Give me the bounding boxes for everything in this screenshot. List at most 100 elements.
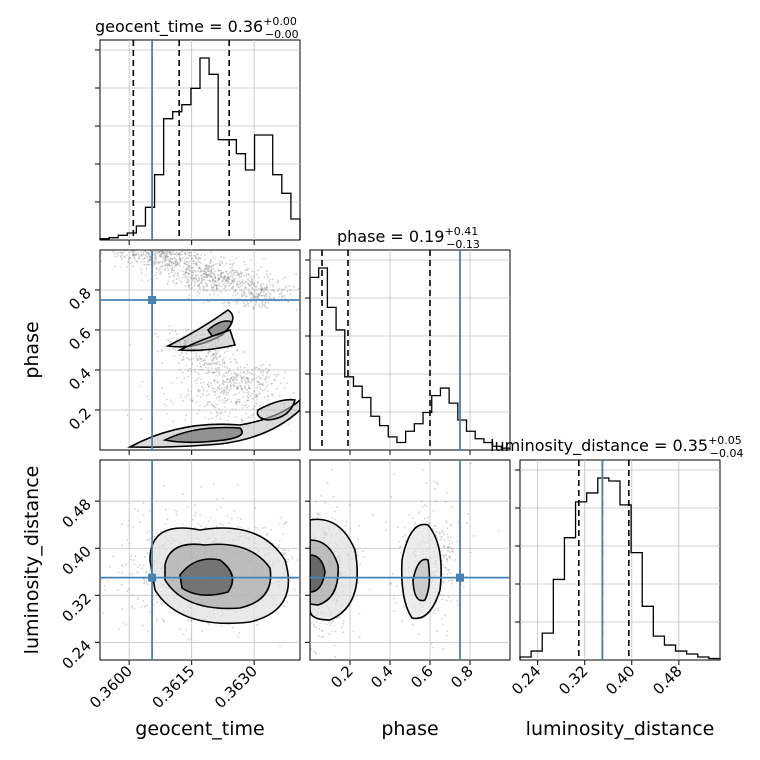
sample-point <box>261 304 264 306</box>
sample-point <box>189 269 191 272</box>
sample-point <box>188 294 191 296</box>
sample-point <box>253 373 256 376</box>
sample-point <box>223 362 226 365</box>
sample-point <box>215 374 218 377</box>
sample-point <box>217 278 220 281</box>
sample-point <box>153 274 156 276</box>
sample-point <box>236 387 238 390</box>
sample-point <box>199 357 202 360</box>
ytick-label-phase-0: 0.2 <box>65 404 95 434</box>
contour-p10-1 <box>162 426 243 444</box>
sample-point <box>251 293 254 296</box>
sample-point <box>184 251 187 254</box>
sample-point <box>243 370 246 373</box>
sample-point <box>439 594 442 596</box>
sample-point <box>166 283 169 286</box>
sample-point <box>198 368 201 371</box>
sample-point <box>242 378 245 380</box>
sample-point <box>196 270 199 273</box>
xtick-label-luminosity_distance-0: 0.24 <box>508 662 544 698</box>
sample-point <box>239 518 242 520</box>
hist-panel-geocent_time <box>99 39 301 241</box>
sample-point <box>451 541 454 544</box>
sample-point <box>201 277 204 280</box>
sample-point <box>259 387 262 390</box>
sample-point <box>224 279 227 282</box>
sample-point <box>247 377 250 379</box>
sample-point <box>130 555 133 557</box>
sample-point <box>123 250 126 252</box>
sample-point <box>258 287 260 290</box>
scatter-panel-phase-vs-geocent_time <box>99 249 301 451</box>
sample-point <box>205 288 207 291</box>
sample-point <box>149 255 152 258</box>
sample-point <box>172 246 174 248</box>
sample-point <box>207 372 210 374</box>
sample-point <box>318 299 320 301</box>
sample-point <box>212 390 214 392</box>
sample-point <box>206 285 209 288</box>
sample-point <box>241 380 244 383</box>
sample-point <box>209 262 212 264</box>
sample-point <box>195 261 198 264</box>
sample-point <box>130 606 133 608</box>
sample-point <box>248 268 250 270</box>
sample-point <box>144 250 147 253</box>
sample-point <box>226 276 229 279</box>
sample-point <box>174 349 177 352</box>
sample-point <box>172 281 174 284</box>
sample-point <box>187 272 190 275</box>
sample-point <box>261 288 264 291</box>
sample-point <box>218 369 221 372</box>
sample-point <box>240 377 243 380</box>
sample-point <box>218 355 220 358</box>
sample-point <box>170 261 173 264</box>
sample-point <box>230 387 232 390</box>
sample-point <box>218 384 221 387</box>
sample-point <box>187 285 190 287</box>
sample-point <box>127 260 130 263</box>
sample-point <box>258 304 261 306</box>
sample-point <box>186 260 188 263</box>
sample-point <box>198 266 201 269</box>
sample-point <box>268 280 271 283</box>
sample-point <box>205 267 208 270</box>
sample-point <box>328 621 331 623</box>
sample-point <box>231 269 234 272</box>
sample-point <box>187 273 190 275</box>
sample-point <box>265 283 268 286</box>
sample-point <box>255 288 258 291</box>
sample-point <box>245 273 248 275</box>
sample-point <box>276 281 279 284</box>
sample-point <box>185 275 188 278</box>
sample-point <box>161 250 163 253</box>
sample-point <box>216 281 219 284</box>
sample-point <box>305 629 307 631</box>
sample-point <box>446 546 449 549</box>
sample-point <box>417 512 419 515</box>
sample-point <box>162 484 165 487</box>
sample-point <box>191 267 194 269</box>
sample-point <box>159 250 162 253</box>
sample-point <box>165 254 168 257</box>
sample-point <box>250 259 252 261</box>
sample-point <box>191 277 194 280</box>
sample-point <box>222 497 224 500</box>
sample-point <box>284 371 287 374</box>
sample-point <box>441 623 444 626</box>
sample-point <box>260 383 263 386</box>
sample-point <box>237 373 240 376</box>
sample-point <box>218 387 221 390</box>
sample-point <box>214 277 217 280</box>
sample-point <box>295 600 297 602</box>
sample-point <box>140 260 143 263</box>
sample-point <box>344 524 347 527</box>
sample-point <box>210 258 212 261</box>
sample-point <box>162 251 165 254</box>
sample-point <box>312 650 315 653</box>
sample-point <box>255 380 258 383</box>
sample-point <box>137 571 140 573</box>
sample-point <box>227 281 230 284</box>
sample-point <box>254 506 257 509</box>
sample-point <box>317 513 320 516</box>
